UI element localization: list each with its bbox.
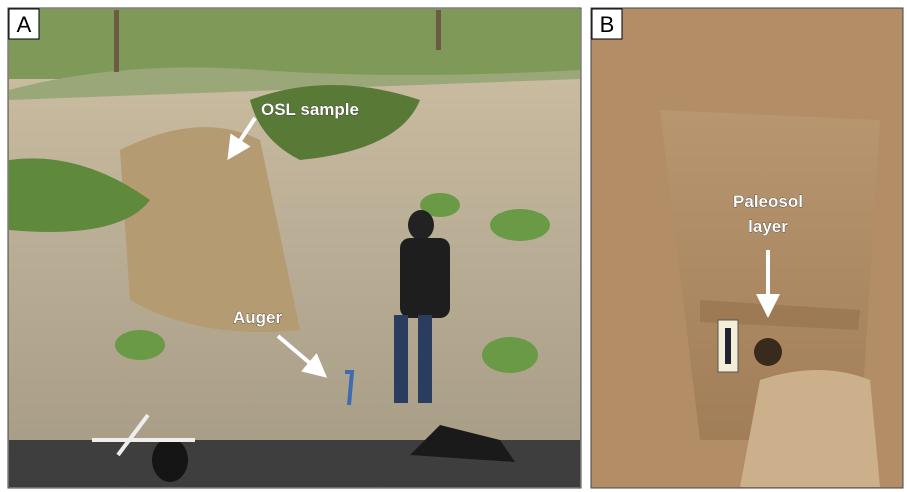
vegetation	[115, 330, 165, 360]
grass-field	[9, 9, 580, 79]
panel-b: Paleosol layer B	[591, 8, 903, 488]
auger-hole	[754, 338, 782, 366]
bag	[152, 438, 188, 482]
pit-floor	[740, 370, 880, 487]
page: OSL sample Auger A Paleosol layer B (() …	[0, 0, 907, 492]
fence-post	[114, 10, 119, 72]
vegetation	[482, 337, 538, 373]
annotation: Paleosol	[733, 192, 803, 211]
scale-bar	[725, 328, 731, 364]
vegetation	[490, 209, 550, 241]
figure: OSL sample Auger A Paleosol layer B	[0, 0, 907, 492]
annotation: layer	[748, 217, 788, 236]
annotation: Auger	[233, 308, 283, 327]
panel-label: A	[17, 12, 32, 37]
fence-post	[436, 10, 441, 50]
annotation: OSL sample	[261, 100, 359, 119]
panel-a: OSL sample Auger A	[8, 8, 581, 488]
panel-label: B	[600, 12, 615, 37]
